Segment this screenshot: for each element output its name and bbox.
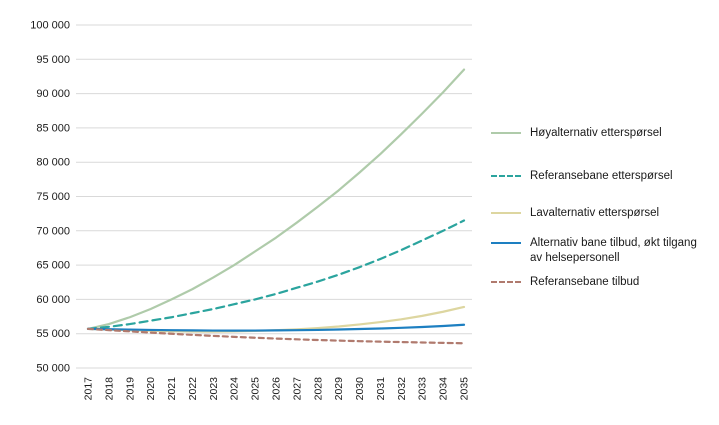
x-tick-label: 2032 [396,377,408,401]
x-tick-label: 2018 [103,377,115,401]
x-tick-label: 2017 [83,377,95,401]
x-tick-label: 2020 [145,377,157,401]
series-line-3 [86,323,466,332]
legend-item-referansebane-tilbud: Referansebane tilbud [491,275,715,290]
legend-label: Referansebane tilbud [530,275,640,288]
x-tick-label: 2025 [250,377,262,401]
legend-label: Lavalternativ etterspørsel [530,207,660,220]
chart-plot-area: 50 000 55 000 60 000 65 000 70 000 75 000 80 0… [30,20,472,401]
y-tick-label: 75 000 [36,191,70,203]
x-tick-label: 2026 [271,377,283,401]
x-tick-label: 2022 [187,377,199,401]
series-line-4 [86,327,466,345]
legend-item-alternativ-bane-tilbud: Alternativ bane tilbud, økt tilgang av h… [491,236,715,266]
y-tick-label: 50 000 [36,363,70,375]
x-tick-label: 2035 [459,377,471,401]
series-line-1 [86,219,466,330]
x-tick-label: 2024 [229,377,241,401]
legend-line-sample-khaki [491,212,521,215]
x-tick-label: 2030 [354,377,366,401]
x-tick-label: 2029 [333,377,345,401]
series-line-0 [86,68,466,330]
legend-line-sample-green [491,132,521,134]
x-tick-label: 2021 [166,377,178,401]
x-tick-label: 2019 [124,377,136,401]
legend-label: Alternativ bane tilbud, økt tilgang av h… [530,236,697,264]
y-tick-label: 55 000 [36,328,70,340]
y-tick-label: 95 000 [36,54,70,66]
y-tick-label: 100 000 [30,20,70,32]
legend-line-sample-teal-dashed [491,175,521,178]
y-tick-label: 80 000 [36,157,70,169]
x-tick-label: 2033 [417,377,429,401]
x-tick-label: 2028 [312,377,324,401]
legend-item-referansebane-ettersporsel: Referansebane etterspørsel [491,169,715,184]
x-tick-label: 2023 [208,377,220,401]
y-tick-label: 70 000 [36,225,70,237]
chart-canvas: 50 000 55 000 60 000 65 000 70 000 75 000 80 0… [30,20,472,401]
legend-line-sample-brown-dashed [491,280,521,283]
legend-label: Høyalternativ etterspørsel [530,127,662,139]
y-tick-label: 85 000 [36,122,70,134]
y-tick-label: 60 000 [36,294,70,306]
legend-label: Referansebane etterspørsel [530,170,673,183]
x-tick-label: 2027 [291,377,303,401]
legend-item-hoyalternativ-ettersporsel: Høyalternativ etterspørsel [491,126,715,141]
legend-line-sample-blue [491,241,521,244]
x-tick-label: 2031 [375,377,387,401]
x-tick-label: 2034 [438,377,450,401]
y-tick-label: 90 000 [36,88,70,100]
legend-item-lavalternativ-ettersporsel: Lavalternativ etterspørsel [491,206,715,221]
chart-legend: Høyalternativ etterspørsel Referansebane… [487,0,715,425]
y-tick-label: 65 000 [36,260,70,272]
